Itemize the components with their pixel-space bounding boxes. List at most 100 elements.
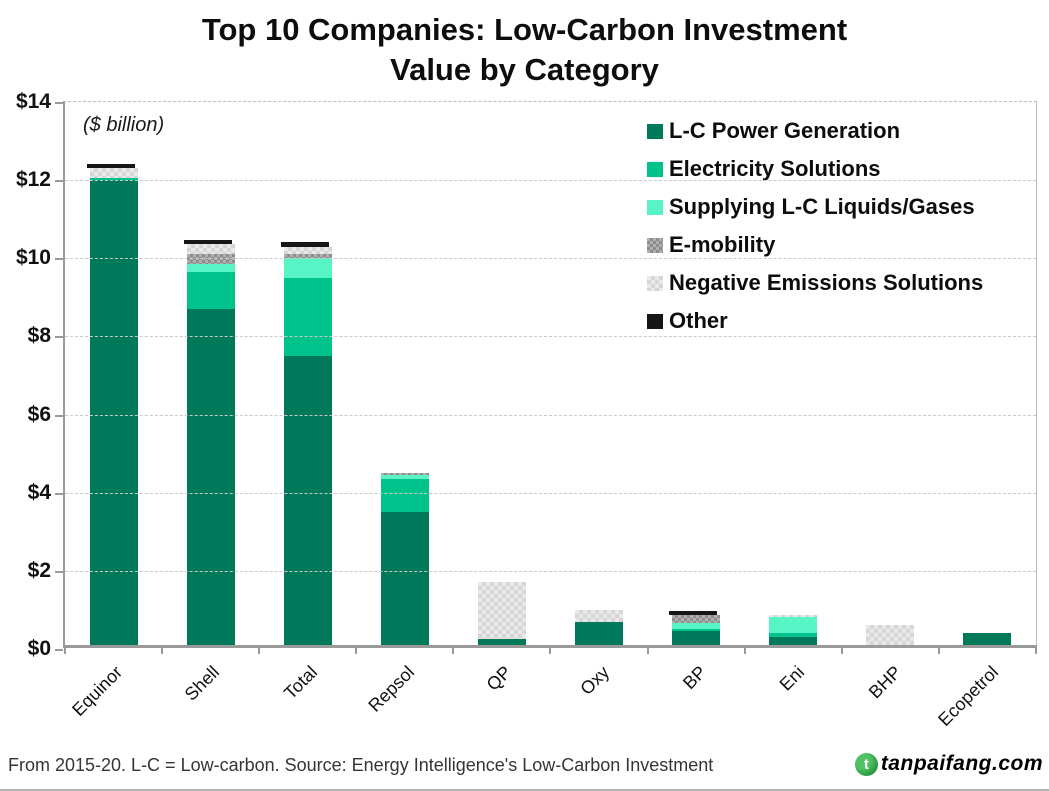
bar-segment-electricity-solutions bbox=[380, 479, 429, 512]
bar-segment-negative-emissions-solutions bbox=[186, 244, 235, 254]
bar-segment-electricity-solutions bbox=[769, 633, 818, 637]
bar-slot-total bbox=[258, 102, 356, 654]
x-axis-tick bbox=[64, 645, 66, 654]
bar-slot-oxy bbox=[549, 102, 647, 654]
legend-item-electricity-solutions: Electricity Solutions bbox=[647, 150, 1047, 188]
bar-bp bbox=[669, 611, 721, 645]
y-tick-label: $2 bbox=[27, 558, 51, 582]
legend-item-other: Other bbox=[647, 302, 1047, 340]
bar-segment-supplying-lc-liquids-gases bbox=[380, 475, 429, 479]
bar-segment-lc-power-generation bbox=[283, 356, 332, 645]
y-axis-tick bbox=[55, 414, 63, 417]
y-tick-label: $8 bbox=[27, 324, 51, 348]
y-axis-tick bbox=[55, 492, 63, 495]
y-axis-tick bbox=[55, 180, 63, 183]
legend-item-lc-power-generation: L-C Power Generation bbox=[647, 112, 1047, 150]
x-axis-tick bbox=[355, 645, 358, 654]
legend: L-C Power Generation Electricity Solutio… bbox=[647, 112, 1047, 340]
bar-eni bbox=[769, 615, 818, 645]
bar-shell bbox=[183, 240, 235, 645]
bar-segment-e-mobility bbox=[672, 615, 721, 623]
bar-slot-ecopetrol bbox=[937, 102, 1037, 654]
x-axis-tick bbox=[937, 645, 940, 654]
x-axis-tick bbox=[1034, 645, 1037, 654]
gridline bbox=[65, 414, 1036, 416]
bar-segment-supplying-lc-liquids-gases bbox=[672, 623, 721, 629]
legend-swatch-icon bbox=[647, 161, 663, 177]
bar-segment-electricity-solutions bbox=[283, 278, 332, 356]
bar-ecopetrol bbox=[963, 633, 1012, 645]
bar-slot-shell bbox=[161, 102, 259, 654]
y-tick-label: $6 bbox=[27, 402, 51, 426]
bar-segment-lc-power-generation bbox=[380, 512, 429, 645]
x-axis-tick bbox=[161, 645, 164, 654]
bar-slot-eni bbox=[743, 102, 842, 654]
y-axis-tick bbox=[55, 258, 63, 261]
bar-segment-lc-power-generation bbox=[477, 639, 526, 645]
bar-segment-lc-power-generation bbox=[769, 637, 818, 645]
bar-segment-negative-emissions-solutions bbox=[89, 168, 138, 178]
y-tick-label: $14 bbox=[15, 90, 51, 113]
legend-item-negative-emissions-solutions: Negative Emissions Solutions bbox=[647, 264, 1047, 302]
x-label-slot: Ecopetrol bbox=[935, 648, 1037, 748]
gridline bbox=[65, 570, 1036, 572]
legend-label: Electricity Solutions bbox=[669, 156, 881, 181]
legend-item-e-mobility: E-mobility bbox=[647, 226, 1047, 264]
x-axis-tick bbox=[646, 645, 649, 654]
bar-oxy bbox=[575, 610, 624, 645]
bar-slot-bp bbox=[646, 102, 745, 654]
y-tick-label: $12 bbox=[15, 168, 51, 192]
x-axis-tick bbox=[840, 645, 843, 654]
bar-segment-other bbox=[183, 240, 232, 244]
legend-item-supplying-lc-liquids-gases: Supplying L-C Liquids/Gases bbox=[647, 188, 1047, 226]
bar-segment-other bbox=[280, 242, 329, 247]
bar-equinor bbox=[86, 164, 138, 645]
bar-segment-supplying-lc-liquids-gases bbox=[769, 617, 818, 633]
legend-label: Negative Emissions Solutions bbox=[669, 270, 984, 295]
legend-label: E-mobility bbox=[669, 232, 776, 257]
x-axis-tick bbox=[452, 645, 455, 654]
chart-title-line1: Top 10 Companies: Low-Carbon Investment bbox=[201, 12, 848, 47]
bar-segment-electricity-solutions bbox=[89, 178, 138, 180]
watermark-text: tanpaifang.com bbox=[880, 752, 1043, 775]
bar-slot-qp bbox=[452, 102, 550, 654]
x-axis-tick bbox=[258, 645, 261, 654]
bar-segment-negative-emissions-solutions bbox=[866, 625, 915, 645]
bar-slot-equinor bbox=[64, 102, 162, 654]
bars-row bbox=[64, 102, 1037, 654]
bar-segment-lc-power-generation bbox=[186, 309, 235, 645]
bar-slot-bhp bbox=[840, 102, 939, 654]
bar-repsol bbox=[380, 473, 429, 645]
bar-segment-electricity-solutions bbox=[186, 272, 235, 309]
legend-swatch-icon bbox=[647, 237, 663, 253]
bar-bhp bbox=[866, 625, 915, 645]
gridline bbox=[65, 258, 1036, 260]
bar-segment-negative-emissions-solutions bbox=[769, 615, 818, 617]
legend-swatch-icon bbox=[647, 275, 663, 291]
y-tick-label: $0 bbox=[27, 637, 51, 660]
y-tick-label: $4 bbox=[27, 480, 51, 504]
chart-title-line2: Value by Category bbox=[390, 51, 659, 87]
bar-segment-lc-power-generation bbox=[963, 633, 1012, 645]
legend-label: L-C Power Generation bbox=[669, 118, 901, 143]
y-tick-label: $10 bbox=[15, 246, 51, 270]
bar-segment-lc-power-generation bbox=[89, 180, 138, 645]
bar-segment-e-mobility bbox=[283, 254, 332, 258]
legend-swatch-icon bbox=[647, 199, 663, 215]
x-axis-tick bbox=[743, 645, 746, 654]
plot-area: ($ billion) L-C Power Generation Electri… bbox=[16, 90, 1037, 660]
bar-segment-lc-power-generation bbox=[672, 631, 721, 645]
gridline bbox=[65, 336, 1036, 338]
legend-swatch-icon bbox=[647, 123, 663, 139]
bar-segment-other bbox=[669, 611, 718, 615]
gridline bbox=[65, 180, 1036, 182]
unit-note: ($ billion) bbox=[83, 114, 165, 136]
y-axis-tick bbox=[55, 570, 63, 573]
bar-segment-lc-power-generation bbox=[575, 622, 624, 645]
watermark-logo-icon: t bbox=[854, 752, 878, 776]
chart-title: Top 10 Companies: Low-Carbon Investment … bbox=[0, 10, 1049, 89]
x-axis-labels: Equinor Shell Total Repsol QP Oxy BP Eni BHP Ecop… bbox=[63, 648, 1037, 748]
y-axis-tick bbox=[55, 649, 63, 651]
legend-swatch-icon bbox=[647, 313, 663, 329]
